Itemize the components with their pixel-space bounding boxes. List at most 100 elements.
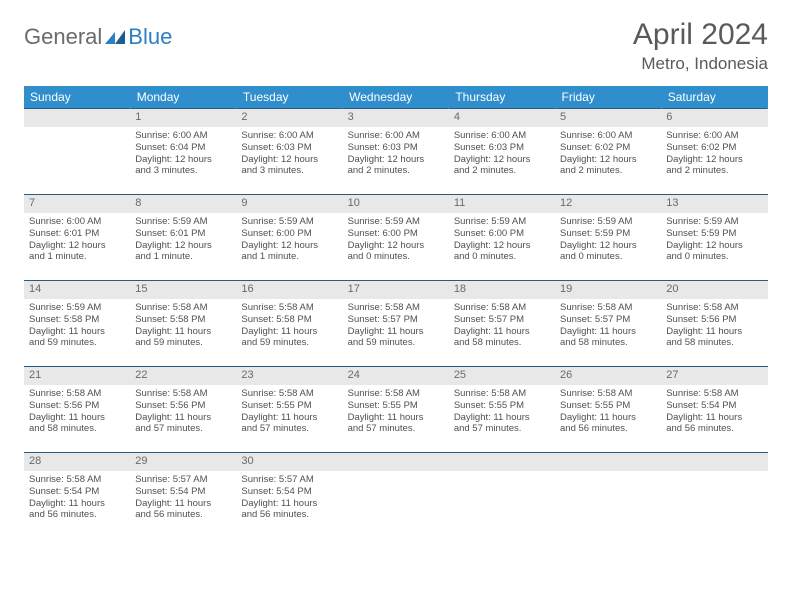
day-info-line: Sunset: 5:55 PM: [454, 400, 550, 412]
calendar-day-cell: 21Sunrise: 5:58 AMSunset: 5:56 PMDayligh…: [24, 367, 130, 453]
day-info-line: and 2 minutes.: [560, 165, 656, 177]
day-info-line: Daylight: 11 hours: [29, 326, 125, 338]
day-number: 7: [24, 195, 130, 213]
day-number: [343, 453, 449, 471]
calendar-day-cell: 8Sunrise: 5:59 AMSunset: 6:01 PMDaylight…: [130, 195, 236, 281]
day-info-line: Sunrise: 5:57 AM: [135, 474, 231, 486]
day-info-line: Daylight: 12 hours: [29, 240, 125, 252]
day-number: 6: [661, 109, 767, 127]
day-info-line: and 1 minute.: [29, 251, 125, 263]
day-info-line: Sunrise: 5:58 AM: [241, 388, 337, 400]
day-info-line: Sunrise: 6:00 AM: [454, 130, 550, 142]
day-info-line: and 2 minutes.: [348, 165, 444, 177]
day-info-line: Sunrise: 5:58 AM: [29, 388, 125, 400]
day-info-line: Sunset: 5:56 PM: [29, 400, 125, 412]
day-info-line: Sunrise: 5:59 AM: [560, 216, 656, 228]
day-info-line: Sunset: 5:54 PM: [135, 486, 231, 498]
day-number: 30: [236, 453, 342, 471]
calendar-day-cell: 13 Sunrise: 5:59 AMSunset: 5:59 PMDayligh…: [661, 195, 767, 281]
day-number: 13: [661, 195, 767, 213]
weekday-header: Thursday: [449, 86, 555, 109]
calendar-day-cell: [555, 453, 661, 539]
day-info-line: Daylight: 11 hours: [241, 498, 337, 510]
title-block: April 2024 Metro, Indonesia: [633, 18, 768, 74]
day-number: 8: [130, 195, 236, 213]
day-number: 16: [236, 281, 342, 299]
calendar-day-cell: [449, 453, 555, 539]
day-content: Sunrise: 5:59 AMSunset: 5:59 PMDaylight:…: [555, 213, 661, 268]
day-content: Sunrise: 5:59 AMSunset: 6:00 PMDaylight:…: [449, 213, 555, 268]
day-info-line: Daylight: 11 hours: [348, 326, 444, 338]
day-info-line: Daylight: 11 hours: [241, 412, 337, 424]
day-number: 4: [449, 109, 555, 127]
day-content: Sunrise: 5:58 AMSunset: 5:57 PMDaylight:…: [555, 299, 661, 354]
day-number: 11: [449, 195, 555, 213]
weekday-header: Friday: [555, 86, 661, 109]
calendar-day-cell: 29Sunrise: 5:57 AMSunset: 5:54 PMDayligh…: [130, 453, 236, 539]
day-info-line: and 58 minutes.: [560, 337, 656, 349]
day-info-line: and 59 minutes.: [29, 337, 125, 349]
calendar-day-cell: 12Sunrise: 5:59 AMSunset: 5:59 PMDayligh…: [555, 195, 661, 281]
calendar-day-cell: [24, 109, 130, 195]
day-content: Sunrise: 5:58 AMSunset: 5:55 PMDaylight:…: [343, 385, 449, 440]
day-info-line: Sunset: 5:58 PM: [135, 314, 231, 326]
day-number: [661, 453, 767, 471]
day-info-line: Sunrise: 6:00 AM: [241, 130, 337, 142]
day-info-line: Daylight: 11 hours: [348, 412, 444, 424]
logo-text-general: General: [24, 24, 102, 50]
day-info-line: and 2 minutes.: [454, 165, 550, 177]
day-info-line: and 56 minutes.: [135, 509, 231, 521]
day-info-line: and 57 minutes.: [454, 423, 550, 435]
location: Metro, Indonesia: [633, 54, 768, 74]
calendar-day-cell: [343, 453, 449, 539]
day-info-line: Daylight: 12 hours: [560, 154, 656, 166]
day-info-line: and 59 minutes.: [135, 337, 231, 349]
day-info-line: Sunset: 5:57 PM: [348, 314, 444, 326]
day-info-line: and 57 minutes.: [241, 423, 337, 435]
day-number: [449, 453, 555, 471]
calendar-day-cell: 26Sunrise: 5:58 AMSunset: 5:55 PMDayligh…: [555, 367, 661, 453]
day-content: Sunrise: 5:58 AMSunset: 5:54 PMDaylight:…: [661, 385, 767, 440]
calendar-week-row: 1Sunrise: 6:00 AMSunset: 6:04 PMDaylight…: [24, 109, 768, 195]
calendar-day-cell: 27Sunrise: 5:58 AMSunset: 5:54 PMDayligh…: [661, 367, 767, 453]
calendar-body: 1Sunrise: 6:00 AMSunset: 6:04 PMDaylight…: [24, 109, 768, 539]
calendar-week-row: 7Sunrise: 6:00 AMSunset: 6:01 PMDaylight…: [24, 195, 768, 281]
day-number: 17: [343, 281, 449, 299]
day-number: 5: [555, 109, 661, 127]
day-info-line: Daylight: 11 hours: [454, 412, 550, 424]
day-info-line: Sunset: 6:00 PM: [348, 228, 444, 240]
day-content: [343, 471, 449, 478]
day-content: Sunrise: 5:58 AMSunset: 5:56 PMDaylight:…: [661, 299, 767, 354]
day-info-line: and 0 minutes.: [666, 251, 762, 263]
weekday-header: Saturday: [661, 86, 767, 109]
day-info-line: Sunrise: 5:58 AM: [135, 388, 231, 400]
day-info-line: Daylight: 12 hours: [666, 240, 762, 252]
weekday-header: Sunday: [24, 86, 130, 109]
day-info-line: Daylight: 12 hours: [348, 240, 444, 252]
day-info-line: Sunset: 6:04 PM: [135, 142, 231, 154]
logo-text-blue: Blue: [128, 24, 172, 50]
day-info-line: Sunset: 5:59 PM: [666, 228, 762, 240]
day-info-line: Sunset: 5:57 PM: [560, 314, 656, 326]
day-content: Sunrise: 6:00 AMSunset: 6:02 PMDaylight:…: [661, 127, 767, 182]
day-info-line: Sunrise: 6:00 AM: [29, 216, 125, 228]
day-info-line: Sunset: 6:03 PM: [241, 142, 337, 154]
day-content: Sunrise: 6:00 AMSunset: 6:03 PMDaylight:…: [236, 127, 342, 182]
day-content: Sunrise: 5:58 AMSunset: 5:58 PMDaylight:…: [130, 299, 236, 354]
day-info-line: Sunrise: 5:59 AM: [666, 216, 762, 228]
day-content: [555, 471, 661, 478]
day-content: Sunrise: 6:00 AMSunset: 6:01 PMDaylight:…: [24, 213, 130, 268]
day-info-line: Sunrise: 5:58 AM: [241, 302, 337, 314]
day-info-line: Sunrise: 6:00 AM: [666, 130, 762, 142]
calendar-week-row: 14Sunrise: 5:59 AMSunset: 5:58 PMDayligh…: [24, 281, 768, 367]
day-info-line: Daylight: 12 hours: [348, 154, 444, 166]
calendar-day-cell: 2Sunrise: 6:00 AMSunset: 6:03 PMDaylight…: [236, 109, 342, 195]
day-info-line: Daylight: 11 hours: [666, 326, 762, 338]
day-number: 18: [449, 281, 555, 299]
calendar-day-cell: 30Sunrise: 5:57 AMSunset: 5:54 PMDayligh…: [236, 453, 342, 539]
day-info-line: and 59 minutes.: [348, 337, 444, 349]
calendar-day-cell: 4Sunrise: 6:00 AMSunset: 6:03 PMDaylight…: [449, 109, 555, 195]
day-content: [449, 471, 555, 478]
day-info-line: Daylight: 12 hours: [560, 240, 656, 252]
day-info-line: Daylight: 11 hours: [29, 412, 125, 424]
